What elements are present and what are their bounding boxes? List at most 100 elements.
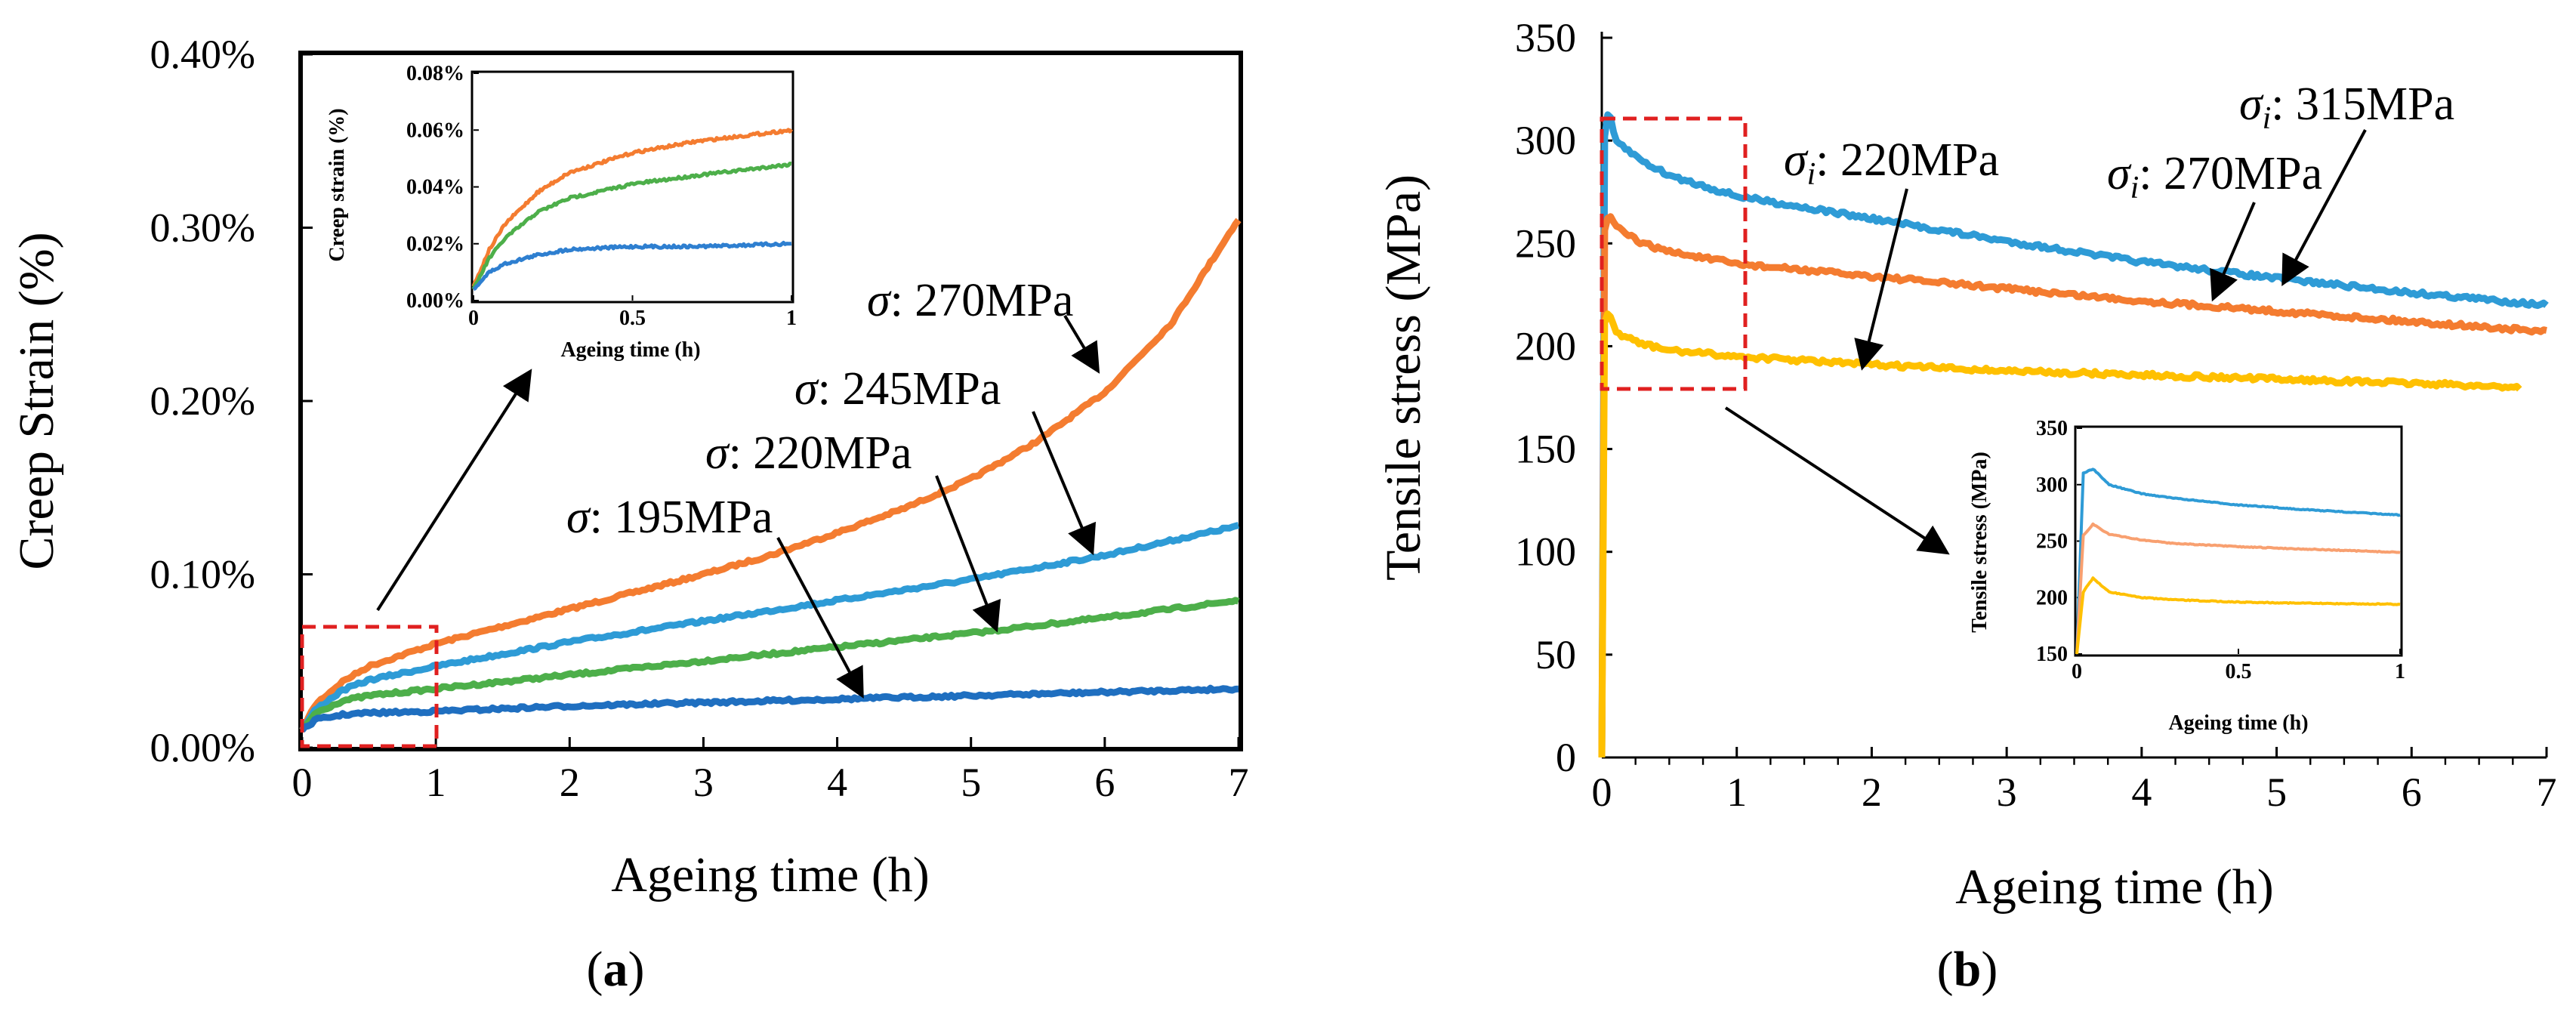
panel-b-inset-x-tick-label: 0 <box>2072 660 2082 683</box>
panel-a-inset-y-tick-label: 0.00% <box>406 289 464 313</box>
panel-a-inset-series-0 <box>471 128 794 288</box>
panel-b-inset-y-label: Tensile stress (MPa) <box>1968 452 1991 633</box>
panel-b-inset-y-ticks: 150 200 250 300 350 <box>2036 417 2082 666</box>
panel-a-inset-series-1 <box>471 162 792 290</box>
panel-b-inset-series <box>2075 467 2401 655</box>
panel-a-annot-195: σ: 195MPa <box>566 492 773 543</box>
panel-b-x-tick-label: 6 <box>2402 770 2422 815</box>
panel-b-inset-x-tick-label: 0.5 <box>2226 660 2252 683</box>
panel-b-inset-y-tick-label: 250 <box>2036 530 2068 554</box>
panel-b-x-label: Ageing time (h) <box>1955 859 2274 915</box>
panel-a-inset-y-tick-label: 0.04% <box>406 176 464 199</box>
panel-a-inset-x-ticks: 0 0.5 1 <box>468 295 797 330</box>
panel-b-y-tick-label: 50 <box>1535 632 1576 677</box>
panel-a-inset-y-label: Creep strain (%) <box>325 108 349 261</box>
panel-a-series-1 <box>299 522 1240 733</box>
panel-a-inset-y-tick-label: 0.08% <box>406 62 464 85</box>
panel-a-x-tick-label: 1 <box>426 760 446 805</box>
panel-a-series <box>299 217 1242 733</box>
panel-b-annot-270: σi: 270MPa <box>2107 148 2322 205</box>
panel-b-arrow-315 <box>2281 129 2367 287</box>
panel-b-series-2 <box>1598 310 2522 758</box>
panel-a-y-label: Creep Strain (%) <box>9 232 64 569</box>
panel-a-x-tick-label: 5 <box>961 760 981 805</box>
panel-a-chart: 0.00% 0.10% 0.20% 0.30% 0.40% 0 1 2 3 4 5 6 7 σ: 27… <box>9 32 1249 997</box>
panel-a-y-tick-label: 0.20% <box>150 378 255 424</box>
panel-a-inset-series <box>471 128 794 292</box>
panel-a-arrow-195 <box>776 537 864 699</box>
panel-a-x-label: Ageing time (h) <box>611 847 930 902</box>
panel-b-y-tick-label: 300 <box>1515 118 1576 163</box>
panel-b-arrow-270 <box>2210 202 2256 302</box>
panel-b-x-tick-label: 0 <box>1592 770 1612 815</box>
panel-a-x-ticks: 0 1 2 3 4 5 6 7 <box>292 737 1249 805</box>
panel-b-y-tick-label: 0 <box>1556 735 1576 780</box>
panel-b-y-tick-label: 250 <box>1515 221 1576 266</box>
panel-a-arrow-245 <box>1032 411 1097 556</box>
panel-b-x-tick-label: 5 <box>2266 770 2287 815</box>
panel-a-inset-y-tick-label: 0.06% <box>406 119 464 142</box>
panel-a-y-tick-label: 0.30% <box>150 205 255 251</box>
panel-a-zoom-box <box>300 625 439 748</box>
panel-b-inset-y-tick-label: 150 <box>2036 643 2068 666</box>
panel-b-arrow-220 <box>1854 188 1908 371</box>
panel-a-inset-y-ticks: 0.00% 0.02% 0.04% 0.06% 0.08% <box>406 62 479 313</box>
panel-b-inset-x-label: Ageing time (h) <box>2168 711 2308 735</box>
panel-b-y-ticks: 0 50 100 150 200 250 300 350 <box>1515 15 1612 780</box>
panel-a-x-tick-label: 6 <box>1094 760 1115 805</box>
panel-b-x-tick-label: 4 <box>2131 770 2152 815</box>
panel-a-inset-x-label: Ageing time (h) <box>560 338 700 362</box>
panel-b-inset-y-tick-label: 200 <box>2036 586 2068 609</box>
panel-b-x-ticks: 0 1 2 3 4 5 6 7 <box>1592 747 2557 815</box>
panel-a-x-tick-label: 4 <box>827 760 847 805</box>
panel-b-x-tick-label: 7 <box>2537 770 2557 815</box>
panel-b-inset-series-0 <box>2075 467 2401 655</box>
panel-a-x-tick-label: 7 <box>1229 760 1249 805</box>
panel-b-chart: 0 50 100 150 200 250 300 350 0 1 2 3 4 5 6 7 σi: 315MP… <box>1376 15 2557 997</box>
panel-b-y-tick-label: 100 <box>1515 529 1576 575</box>
panel-a-x-tick-label: 2 <box>560 760 580 805</box>
panel-a-y-tick-label: 0.00% <box>150 725 255 770</box>
panel-b-x-tick-label: 3 <box>1997 770 2017 815</box>
panel-b-inset-y-tick-label: 350 <box>2036 417 2068 440</box>
panel-b-annot-220: σi: 220MPa <box>1784 134 1999 192</box>
panel-a-y-ticks: 0.00% 0.10% 0.20% 0.30% 0.40% <box>150 32 313 770</box>
panel-a-inset-series-2 <box>472 240 792 292</box>
panel-a-inset: 0.00%0.02%0.04%0.06%0.08% 0 0.5 1 Ageing t… <box>325 62 797 362</box>
panel-b-series <box>1598 111 2549 758</box>
panel-b-inset-series-1 <box>2075 522 2401 655</box>
panel-a-inset-x-tick-label: 0.5 <box>619 307 646 330</box>
panel-b-x-tick-label: 2 <box>1862 770 1882 815</box>
panel-a-x-tick-label: 0 <box>292 760 313 805</box>
panel-b-y-tick-label: 350 <box>1515 15 1576 60</box>
panel-a-inset-frame <box>470 70 794 304</box>
panel-a-inset-x-tick-label: 0 <box>468 307 479 330</box>
panel-a-series-3 <box>299 684 1239 733</box>
panel-a-arrow-220 <box>935 475 1001 633</box>
panel-a-panel-label: (a) <box>587 942 645 997</box>
panel-b-inset-x-ticks: 0 0.5 1 <box>2072 649 2405 683</box>
panel-a-annot-270: σ: 270MPa <box>867 275 1073 326</box>
panel-a-y-tick-label: 0.40% <box>150 32 255 77</box>
panel-b-inset-y-tick-label: 300 <box>2036 474 2068 497</box>
panel-b-y-tick-label: 150 <box>1515 427 1576 472</box>
panel-a-y-tick-label: 0.10% <box>150 552 255 597</box>
panel-a-annot-220: σ: 220MPa <box>705 427 912 479</box>
panel-a-plot-frame <box>298 51 1243 751</box>
panel-a-inset-x-tick-label: 1 <box>786 307 797 330</box>
panel-b-inset-series-2 <box>2075 576 2401 655</box>
panel-b-inset-frame <box>2074 425 2403 657</box>
panel-a-arrow-270 <box>1063 314 1100 374</box>
panel-a-inset-y-tick-label: 0.02% <box>406 233 464 256</box>
panel-a-series-0 <box>299 217 1242 733</box>
panel-b-x-tick-label: 1 <box>1726 770 1747 815</box>
panel-b-zoom-arrow <box>1724 406 1950 555</box>
panel-b-panel-label: (b) <box>1937 942 1998 997</box>
panel-a-annot-245: σ: 245MPa <box>794 363 1001 415</box>
panel-b-inset-x-tick-label: 1 <box>2395 660 2405 683</box>
panel-b-series-0 <box>1598 111 2549 758</box>
panel-a-zoom-arrow <box>376 369 532 612</box>
panel-b-series-1 <box>1598 213 2547 758</box>
